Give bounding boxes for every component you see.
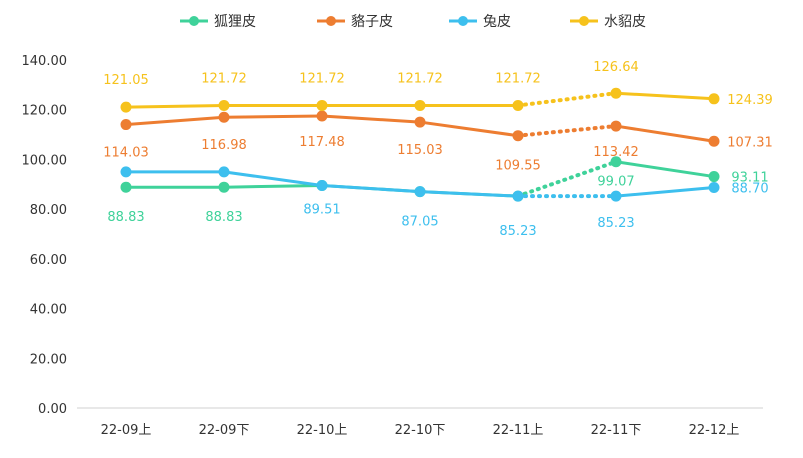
x-tick-label: 22-10上	[297, 423, 348, 438]
series-segment	[222, 170, 324, 188]
data-point	[610, 190, 622, 202]
series-segment	[320, 184, 422, 194]
series-points	[120, 87, 720, 202]
data-point	[512, 99, 524, 111]
y-tick-label: 100.00	[22, 153, 68, 168]
data-label: 89.51	[303, 203, 340, 218]
series-segment-dotted	[516, 124, 618, 138]
data-point	[120, 166, 132, 178]
series-segment-dotted	[516, 91, 618, 108]
y-tick-label: 120.00	[22, 104, 68, 119]
series-segment	[614, 124, 716, 143]
data-point	[708, 171, 720, 183]
data-label: 121.72	[495, 71, 541, 86]
data-point	[414, 186, 426, 198]
data-labels: 88.83 88.83 99.07 93.11 114.03 116.98 117.48 11…	[103, 60, 773, 239]
data-point	[610, 120, 622, 132]
x-tick-label: 22-11上	[493, 423, 544, 438]
series-segment	[222, 114, 324, 119]
data-label: 85.23	[597, 216, 634, 231]
data-label: 88.83	[205, 210, 242, 225]
x-tick-label: 22-11下	[591, 423, 642, 438]
data-label: 113.42	[593, 145, 639, 160]
data-label: 121.05	[103, 73, 149, 88]
series-segment	[222, 184, 324, 189]
data-label: 121.72	[397, 71, 443, 86]
data-point	[218, 181, 230, 193]
x-tick-label: 22-12上	[689, 423, 740, 438]
series-segment	[614, 91, 716, 101]
data-label: 126.64	[593, 60, 639, 75]
data-label: 114.03	[103, 146, 149, 161]
data-label: 85.23	[499, 224, 536, 239]
x-axis: 22-09上 22-09下 22-10上 22-10下 22-11上 22-11下 22-1…	[77, 407, 763, 438]
x-tick-label: 22-09上	[101, 423, 152, 438]
data-label: 107.31	[727, 135, 773, 150]
series-lines	[124, 91, 716, 199]
data-label: 87.05	[401, 215, 438, 230]
series-segment	[614, 160, 716, 179]
data-point	[218, 166, 230, 178]
data-label: 109.55	[495, 159, 541, 174]
legend-swatch-marker	[326, 16, 336, 26]
data-label: 93.11	[731, 171, 768, 186]
legend-swatch-marker	[189, 16, 199, 26]
series-segment	[320, 114, 422, 124]
legend-item: 狐狸皮	[180, 14, 256, 30]
data-point	[610, 87, 622, 99]
legend-item: 貉子皮	[317, 14, 393, 30]
series-segment	[418, 120, 520, 138]
data-point	[708, 135, 720, 147]
legend-label: 兔皮	[483, 14, 511, 30]
data-point	[414, 99, 426, 111]
y-tick-label: 0.00	[38, 402, 67, 417]
data-point	[218, 111, 230, 123]
data-point	[414, 116, 426, 128]
y-tick-label: 60.00	[30, 253, 67, 268]
y-tick-label: 80.00	[30, 203, 67, 218]
data-point	[316, 99, 328, 111]
data-point	[316, 180, 328, 192]
data-point	[316, 110, 328, 122]
y-tick-label: 40.00	[30, 303, 67, 318]
data-label: 88.70	[731, 182, 768, 197]
data-label: 88.83	[107, 210, 144, 225]
x-tick-label: 22-09下	[199, 423, 250, 438]
data-point	[218, 99, 230, 111]
data-point	[610, 156, 622, 168]
series-segment	[124, 115, 226, 127]
data-label: 115.03	[397, 143, 443, 158]
legend: 狐狸皮 貉子皮 兔皮 水貂皮	[180, 14, 646, 30]
data-label: 116.98	[201, 138, 247, 153]
data-point	[120, 101, 132, 113]
y-axis: 0.00 20.00 40.00 60.00 80.00 100.00 120.00 140.…	[22, 54, 68, 417]
series-segment-dotted	[516, 159, 618, 199]
data-label: 121.72	[299, 71, 345, 86]
data-label: 99.07	[597, 175, 634, 190]
data-label: 124.39	[727, 93, 773, 108]
data-point	[120, 119, 132, 131]
y-tick-label: 140.00	[22, 54, 68, 69]
legend-item: 兔皮	[449, 14, 511, 30]
data-point	[708, 93, 720, 105]
legend-item: 水貂皮	[570, 14, 646, 30]
data-point	[512, 190, 524, 202]
series-segment	[124, 103, 226, 109]
series-segment	[614, 186, 716, 198]
legend-swatch-marker	[458, 16, 468, 26]
legend-label: 狐狸皮	[214, 14, 256, 30]
data-point	[708, 182, 720, 194]
data-point	[120, 181, 132, 193]
legend-swatch-marker	[579, 16, 589, 26]
series-segment	[418, 190, 520, 198]
data-label: 121.72	[201, 71, 247, 86]
legend-label: 貉子皮	[351, 14, 393, 30]
y-tick-label: 20.00	[30, 352, 67, 367]
legend-label: 水貂皮	[604, 14, 646, 30]
x-tick-label: 22-10下	[395, 423, 446, 438]
data-point	[512, 130, 524, 142]
data-label: 117.48	[299, 135, 345, 150]
